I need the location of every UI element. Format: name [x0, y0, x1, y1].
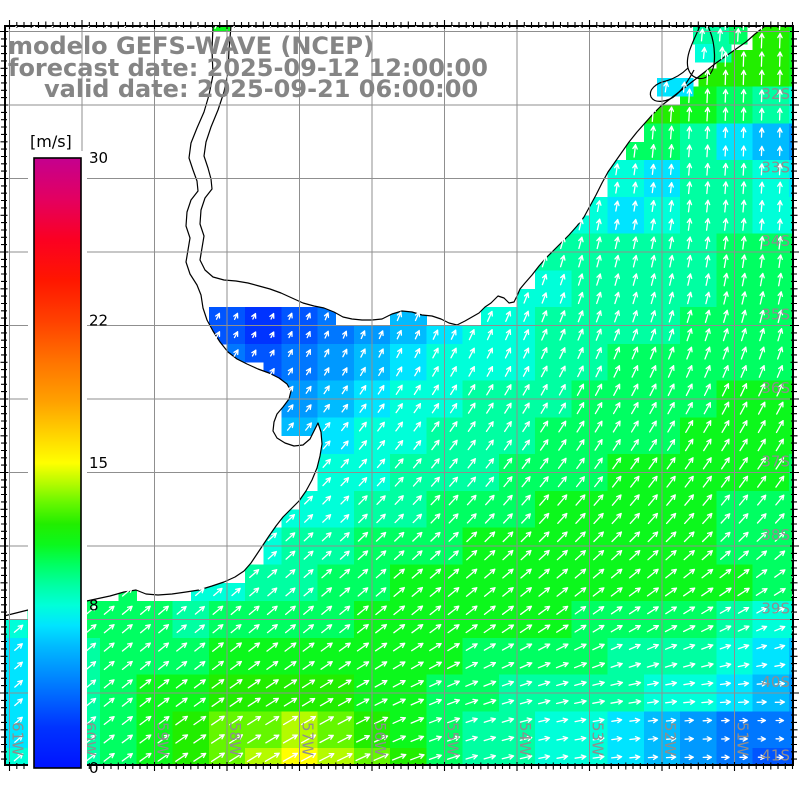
longitude-label-52W: 52W: [661, 722, 679, 756]
latitude-label-35S: 35S: [761, 306, 790, 324]
latitude-label-36S: 36S: [761, 379, 790, 397]
colorbar-tick-labels: 30 22 15 8 0: [89, 149, 108, 777]
longitude-label-55W: 55W: [444, 722, 462, 756]
latitude-label-38S: 38S: [761, 526, 790, 544]
colorbar-unit-label: [m/s]: [30, 132, 72, 151]
latitude-label-32S: 32S: [761, 85, 790, 103]
colorbar: [m/s] 30 22 15 8 0: [28, 132, 108, 777]
title-valid-line: valid date: 2025-09-21 06:00:00: [44, 75, 478, 103]
colorbar-label-8: 8: [89, 596, 99, 614]
title-forecast-line: forecast date: 2025-09-12 12:00:00: [8, 54, 488, 82]
longitude-label-61W: 61W: [9, 722, 27, 756]
colorbar-gradient: [33, 157, 82, 769]
latitude-label-33S: 33S: [761, 159, 790, 177]
latitude-label-37S: 37S: [761, 453, 790, 471]
map-frame: [0, 20, 799, 771]
colorbar-label-0: 0: [89, 759, 99, 777]
colorbar-label-15: 15: [89, 454, 108, 472]
latitude-label-40S: 40S: [761, 673, 790, 691]
longitude-label-53W: 53W: [589, 722, 607, 756]
longitude-label-56W: 56W: [371, 722, 389, 756]
colorbar-label-30: 30: [89, 149, 108, 167]
latitude-label-34S: 34S: [761, 232, 790, 250]
lagoon-outline-2: [649, 67, 695, 102]
map-title-block: modelo GEFS-WAVE (NCEP) forecast date: 2…: [8, 32, 488, 103]
wind-direction-arrows: [5, 26, 793, 763]
graticule-layer: [5, 26, 793, 765]
title-model-line: modelo GEFS-WAVE (NCEP): [8, 32, 374, 60]
longitude-label-54W: 54W: [516, 722, 534, 756]
longitude-label-59W: 59W: [154, 722, 172, 756]
longitude-label-51W: 51W: [734, 722, 752, 756]
direction-arrows-layer: [5, 26, 793, 763]
longitude-label-58W: 58W: [226, 722, 244, 756]
uruguay-brazil-land: [200, 26, 765, 325]
latitude-label-39S: 39S: [761, 600, 790, 618]
longitude-label-57W: 57W: [299, 722, 317, 756]
latitude-label-41S: 41S: [761, 747, 790, 765]
colorbar-label-22: 22: [89, 312, 108, 330]
lagoon-outline-1: [686, 26, 716, 80]
map-frame-border: [4, 25, 794, 766]
argentina-land-coastline: [5, 26, 323, 617]
degree-tick-marks: [0, 20, 799, 771]
